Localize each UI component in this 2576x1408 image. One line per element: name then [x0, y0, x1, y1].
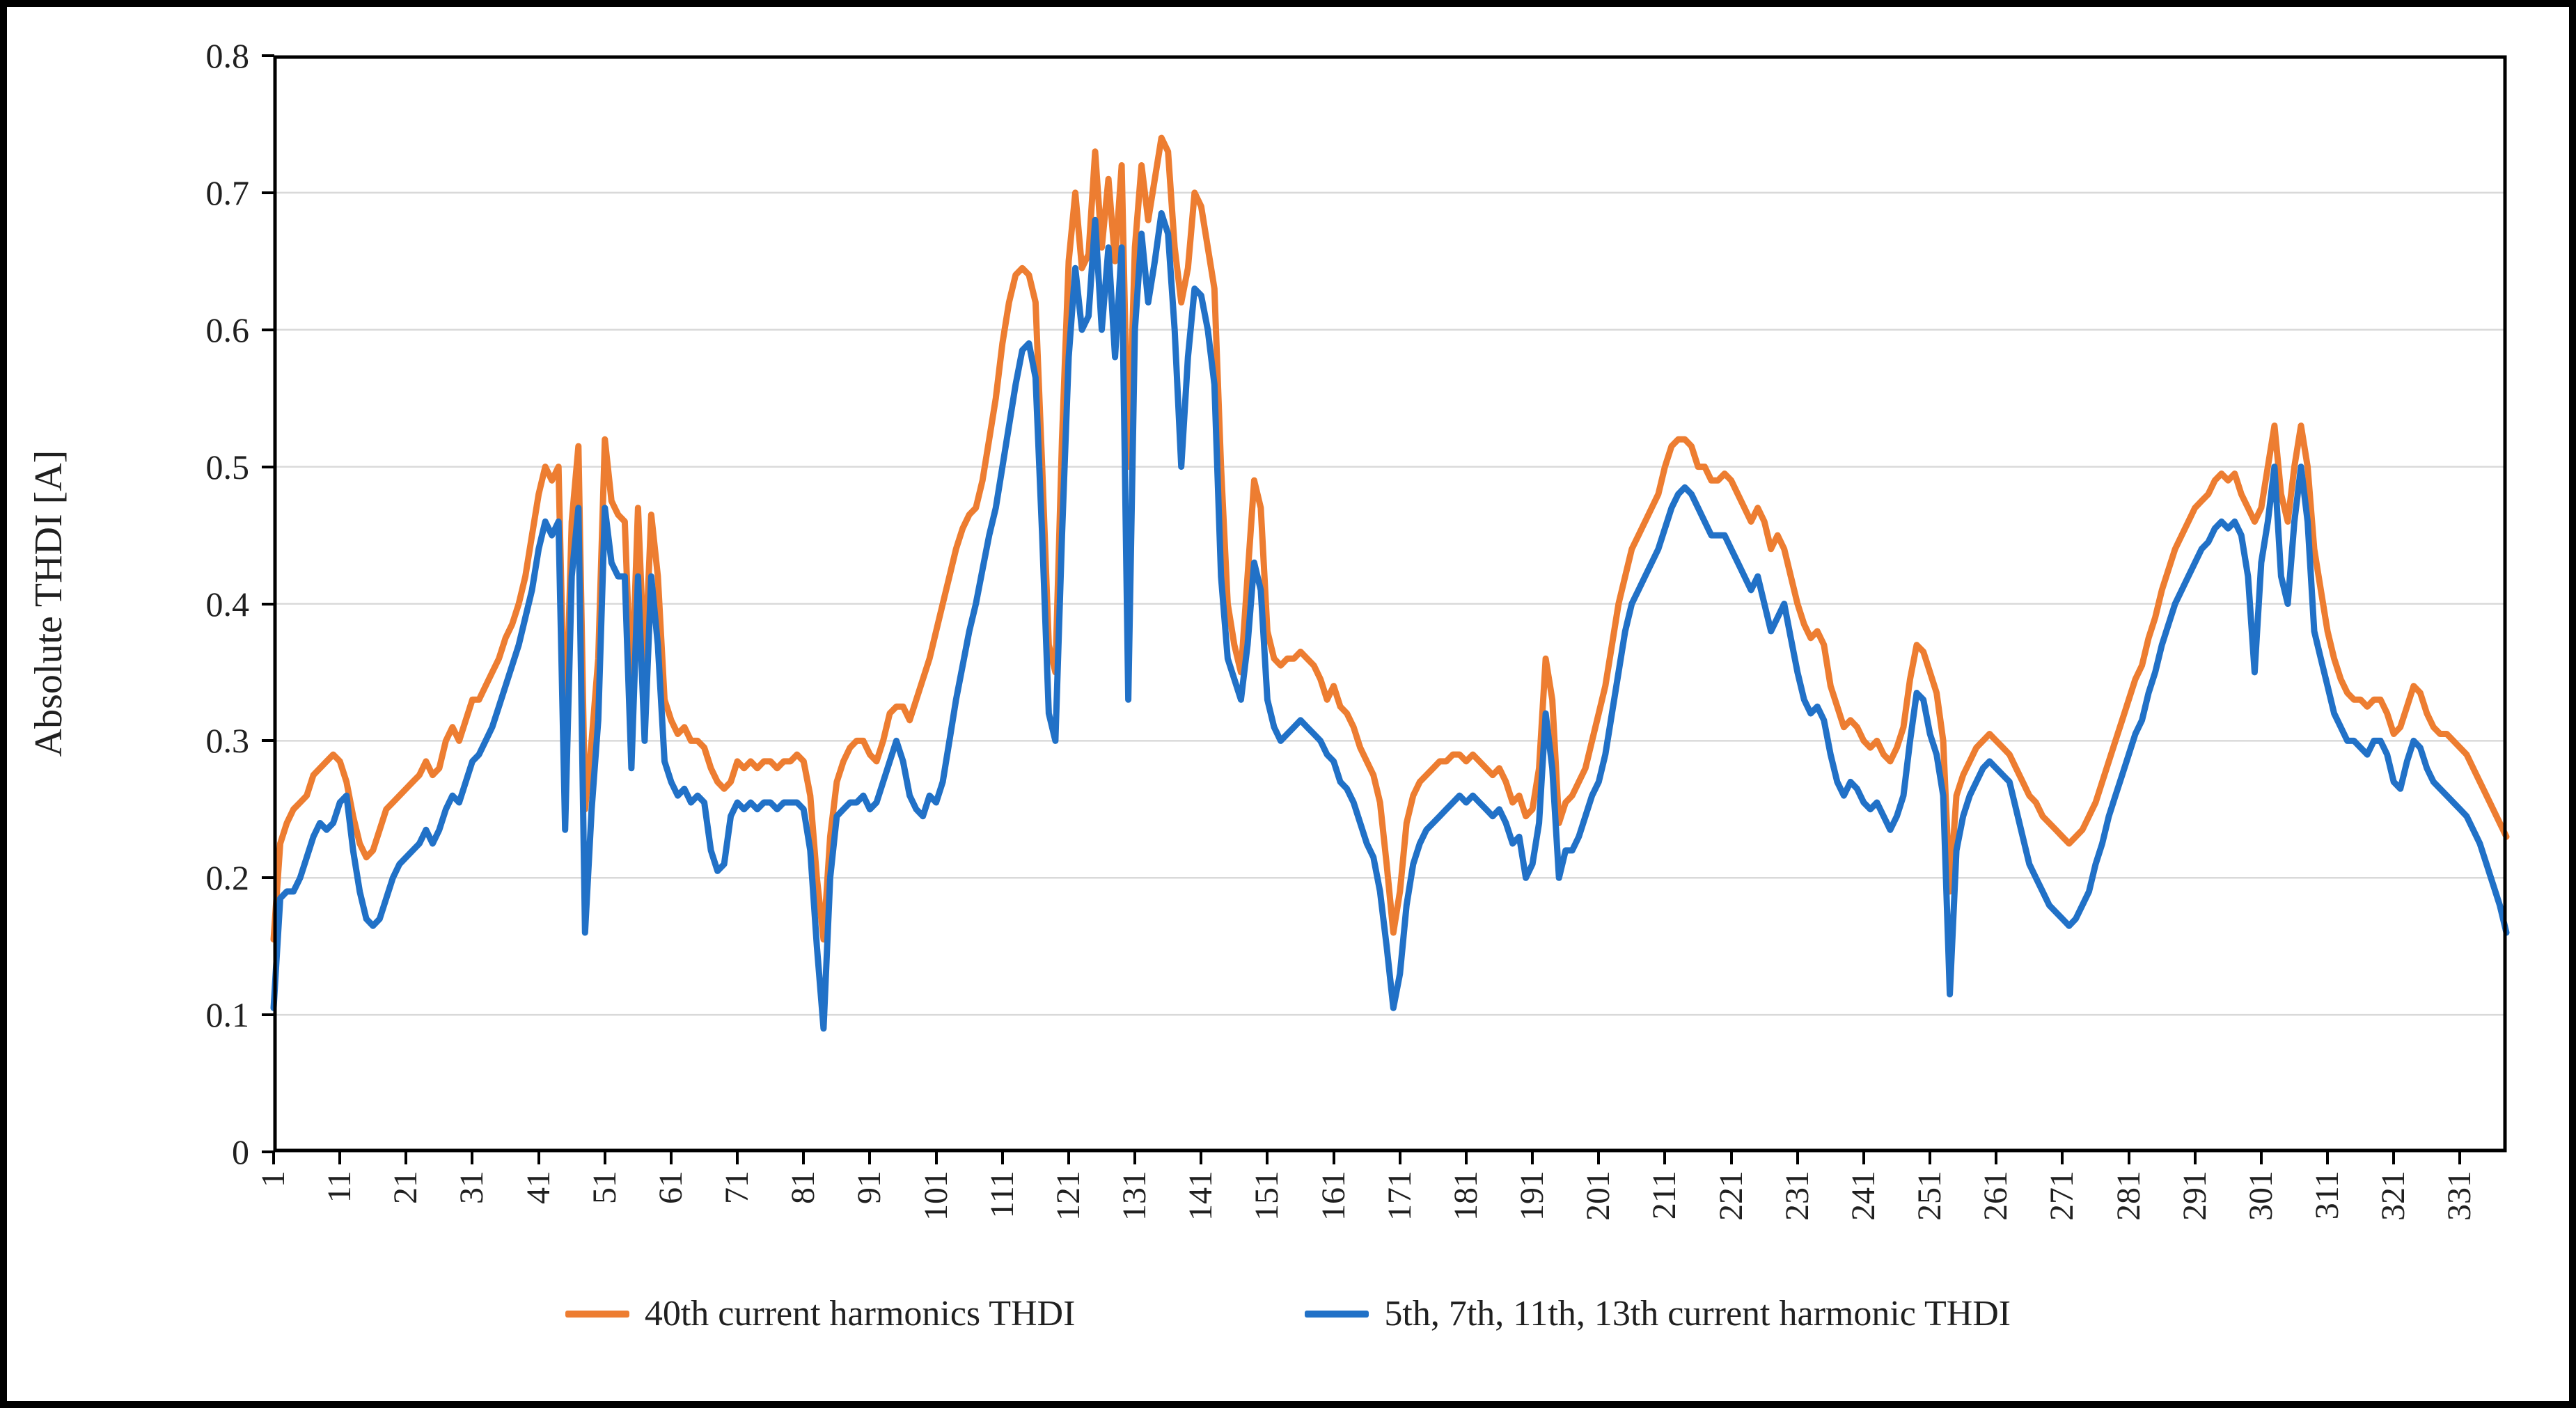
x-tick-label-text: 41 — [519, 1171, 557, 1204]
x-tick-label-text: 81 — [785, 1171, 822, 1204]
x-tick-mark — [1464, 1152, 1468, 1164]
x-tick-label-text: 1 — [255, 1171, 292, 1187]
x-tick-mark — [1067, 1152, 1070, 1164]
x-tick-label-text: 201 — [1580, 1171, 1617, 1221]
y-tick-label: 0.7 — [205, 173, 250, 212]
x-tick-mark — [537, 1152, 540, 1164]
x-tick-mark — [1729, 1152, 1733, 1164]
x-tick-label-text: 271 — [2043, 1171, 2081, 1221]
y-tick-label: 0.1 — [205, 995, 250, 1035]
x-tick-label-text: 281 — [2110, 1171, 2147, 1221]
x-tick-label-text: 101 — [917, 1171, 955, 1221]
x-tick-label-text: 161 — [1314, 1171, 1352, 1221]
x-tick-label-text: 11 — [321, 1171, 359, 1203]
x-tick-label-text: 91 — [851, 1171, 888, 1204]
y-tick-label: 0.8 — [205, 36, 250, 75]
x-tick-mark — [1133, 1152, 1137, 1164]
x-tick-mark — [338, 1152, 342, 1164]
y-tick-mark — [262, 54, 274, 57]
x-tick-label-text: 171 — [1381, 1171, 1418, 1221]
x-tick-mark — [1398, 1152, 1401, 1164]
x-tick-mark — [1332, 1152, 1335, 1164]
x-tick-label-text: 211 — [1646, 1171, 1683, 1220]
y-tick-label: 0 — [232, 1132, 249, 1171]
y-tick-label: 0.4 — [205, 584, 250, 624]
x-tick-label-text: 61 — [652, 1171, 689, 1204]
x-tick-mark — [603, 1152, 606, 1164]
x-tick-label-text: 331 — [2441, 1171, 2479, 1221]
y-tick-label: 0.2 — [205, 858, 250, 898]
legend-label-5-7-11-13: 5th, 7th, 11th, 13th current harmonic TH… — [1384, 1294, 2011, 1334]
x-tick-label-text: 141 — [1182, 1171, 1220, 1221]
x-tick-mark — [1597, 1152, 1601, 1164]
x-tick-label-text: 51 — [586, 1171, 623, 1204]
x-tick-mark — [1995, 1152, 1998, 1164]
x-tick-mark — [1531, 1152, 1534, 1164]
plot-svg — [270, 55, 2510, 1153]
x-tick-mark — [405, 1152, 408, 1164]
x-tick-label-text: 181 — [1447, 1171, 1484, 1221]
x-tick-mark — [736, 1152, 739, 1164]
x-tick-label-text: 221 — [1712, 1171, 1750, 1221]
x-tick-mark — [669, 1152, 673, 1164]
y-tick-mark — [262, 739, 274, 743]
legend-item-5-7-11-13: 5th, 7th, 11th, 13th current harmonic TH… — [1305, 1293, 2011, 1334]
x-tick-label-text: 301 — [2242, 1171, 2279, 1221]
x-tick-label-text: 131 — [1116, 1171, 1154, 1221]
y-tick-label: 0.3 — [205, 721, 250, 761]
y-tick-mark — [262, 328, 274, 331]
y-tick-mark — [262, 602, 274, 606]
x-tick-label-text: 31 — [453, 1171, 491, 1204]
x-tick-mark — [272, 1152, 275, 1164]
y-tick-mark — [262, 191, 274, 194]
x-tick-mark — [1266, 1152, 1269, 1164]
x-tick-mark — [1929, 1152, 1932, 1164]
x-tick-label-text: 291 — [2176, 1171, 2213, 1221]
x-tick-mark — [1200, 1152, 1203, 1164]
x-tick-mark — [2458, 1152, 2462, 1164]
x-tick-mark — [2259, 1152, 2263, 1164]
x-tick-label-text: 261 — [1977, 1171, 2015, 1221]
x-tick-mark — [1796, 1152, 1799, 1164]
x-tick-label-text: 311 — [2309, 1171, 2346, 1220]
plot-area — [270, 55, 2510, 1153]
x-tick-mark — [802, 1152, 806, 1164]
legend-key-40th-line — [565, 1310, 629, 1318]
x-tick-mark — [1663, 1152, 1667, 1164]
y-tick-mark — [262, 1150, 274, 1153]
x-tick-label-text: 231 — [1778, 1171, 1816, 1221]
x-tick-mark — [868, 1152, 872, 1164]
x-tick-label-text: 191 — [1514, 1171, 1551, 1221]
x-tick-label-text: 121 — [1049, 1171, 1087, 1221]
x-tick-mark — [2326, 1152, 2330, 1164]
x-tick-mark — [1862, 1152, 1865, 1164]
x-tick-label-text: 321 — [2375, 1171, 2412, 1221]
x-tick-mark — [2392, 1152, 2396, 1164]
x-tick-mark — [2127, 1152, 2130, 1164]
legend-label-40th: 40th current harmonics THDI — [644, 1294, 1076, 1334]
x-tick-mark — [934, 1152, 938, 1164]
x-tick-mark — [1000, 1152, 1004, 1164]
plot-frame — [273, 55, 2507, 1153]
x-tick-mark — [2193, 1152, 2197, 1164]
y-tick-mark — [262, 1013, 274, 1017]
legend: 40th current harmonics THDI 5th, 7th, 11… — [7, 1293, 2569, 1334]
x-tick-mark — [2061, 1152, 2064, 1164]
x-tick-label-text: 241 — [1844, 1171, 1882, 1221]
legend-key-5-7-11-13-line — [1305, 1310, 1369, 1318]
legend-item-40th: 40th current harmonics THDI — [565, 1293, 1076, 1334]
x-tick-mark — [471, 1152, 474, 1164]
x-tick-label-text: 251 — [1911, 1171, 1949, 1221]
x-tick-label-text: 151 — [1248, 1171, 1286, 1221]
series-line-5-7-11-13 — [270, 209, 2510, 1032]
y-tick-label: 0.5 — [205, 447, 250, 487]
x-tick-label-text: 111 — [983, 1171, 1021, 1219]
y-tick-mark — [262, 465, 274, 468]
x-tick-label-text: 71 — [718, 1171, 756, 1204]
y-tick-mark — [262, 876, 274, 880]
y-tick-label: 0.6 — [205, 310, 250, 349]
x-tick-label-text: 21 — [387, 1171, 425, 1204]
